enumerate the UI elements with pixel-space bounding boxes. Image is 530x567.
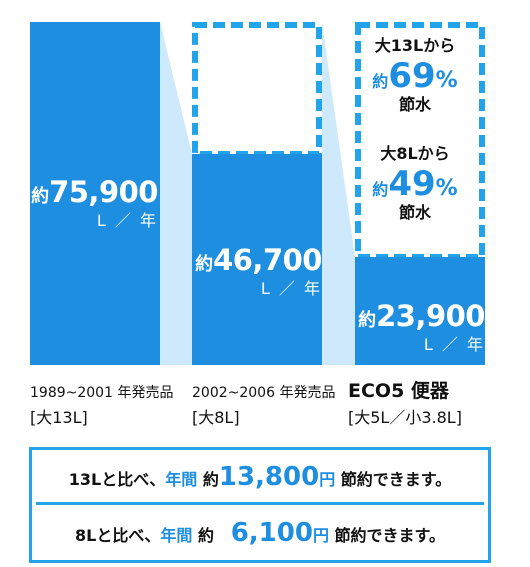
saving-8l: 大8Lから 約49% 節水 xyxy=(340,146,490,221)
saving-pct-line: 約69% xyxy=(340,59,490,93)
saving-word: 節水 xyxy=(398,203,431,222)
approx-prefix: 約 xyxy=(195,254,214,275)
summary-line-8l: 8Lと比べ、年間 約 6,100円 節約できます。 xyxy=(32,520,488,546)
bar-1 xyxy=(192,153,322,365)
approx-prefix: 約 xyxy=(31,186,50,207)
saving-pct: 69 xyxy=(388,56,436,96)
percent-sign: % xyxy=(435,68,458,93)
currency: 円 xyxy=(319,470,336,489)
bar-connector xyxy=(160,22,192,365)
category-type-2: [大8L] xyxy=(192,408,240,427)
bar-label-1989: 約75,900 L ／ 年 xyxy=(31,178,158,229)
savings-summary-panel: 13Lと比べ、年間 約13,800円 節約できます。 8Lと比べ、年間 約 6,… xyxy=(29,447,491,563)
bar-unit: L ／ 年 xyxy=(260,279,322,298)
summary-divider xyxy=(36,502,484,505)
bar-unit: L ／ 年 xyxy=(96,211,158,230)
bar-value: 75,900 xyxy=(49,175,158,209)
bar-unit: L ／ 年 xyxy=(423,335,485,354)
saving-word: 節水 xyxy=(398,95,431,114)
bar-layer xyxy=(30,22,485,365)
previous-volume-outline xyxy=(192,22,322,157)
category-type-1: [大13L] xyxy=(30,408,88,427)
category-period-2: 2002~2006 年発売品 xyxy=(192,385,336,401)
bar-label-2002: 約46,700 L ／ 年 xyxy=(195,246,322,297)
category-period-1: 1989~2001 年発売品 xyxy=(30,385,174,401)
bar-value: 23,900 xyxy=(376,299,485,333)
summary-compare: 8Lと比べ、 xyxy=(75,526,161,545)
approx-prefix: 約 xyxy=(197,526,214,545)
bar-value: 46,700 xyxy=(213,243,322,277)
percent-sign: % xyxy=(435,176,458,201)
approx-prefix: 約 xyxy=(372,180,389,199)
summary-amount: 13,800 xyxy=(218,462,320,492)
approx-prefix: 約 xyxy=(358,310,377,331)
summary-compare: 13Lと比べ、 xyxy=(68,470,166,489)
approx-prefix: 約 xyxy=(202,470,219,489)
bar-connector xyxy=(322,22,355,365)
summary-label: 年間 xyxy=(165,470,198,489)
saving-pct: 49 xyxy=(388,164,436,204)
bar-0 xyxy=(30,22,160,365)
currency: 円 xyxy=(312,526,329,545)
bar-2 xyxy=(355,256,485,365)
summary-tail: 節約できます。 xyxy=(334,526,445,545)
connector-layer xyxy=(160,22,355,365)
category-name-3: ECO5 便器 xyxy=(348,380,449,402)
summary-label: 年間 xyxy=(160,526,193,545)
summary-amount: 6,100 xyxy=(230,518,313,548)
category-type-3: [大5L／小3.8L] xyxy=(348,408,462,427)
approx-prefix: 約 xyxy=(372,72,389,91)
summary-line-13l: 13Lと比べ、年間 約13,800円 節約できます。 xyxy=(32,464,488,490)
saving-pct-line: 約49% xyxy=(340,167,490,201)
saving-from: 大8Lから xyxy=(380,144,450,163)
bar-label-eco5: 約23,900 L ／ 年 xyxy=(358,302,485,353)
summary-tail: 節約できます。 xyxy=(340,470,452,489)
saving-13l: 大13Lから 約69% 節水 xyxy=(340,38,490,113)
saving-from: 大13Lから xyxy=(374,36,456,55)
